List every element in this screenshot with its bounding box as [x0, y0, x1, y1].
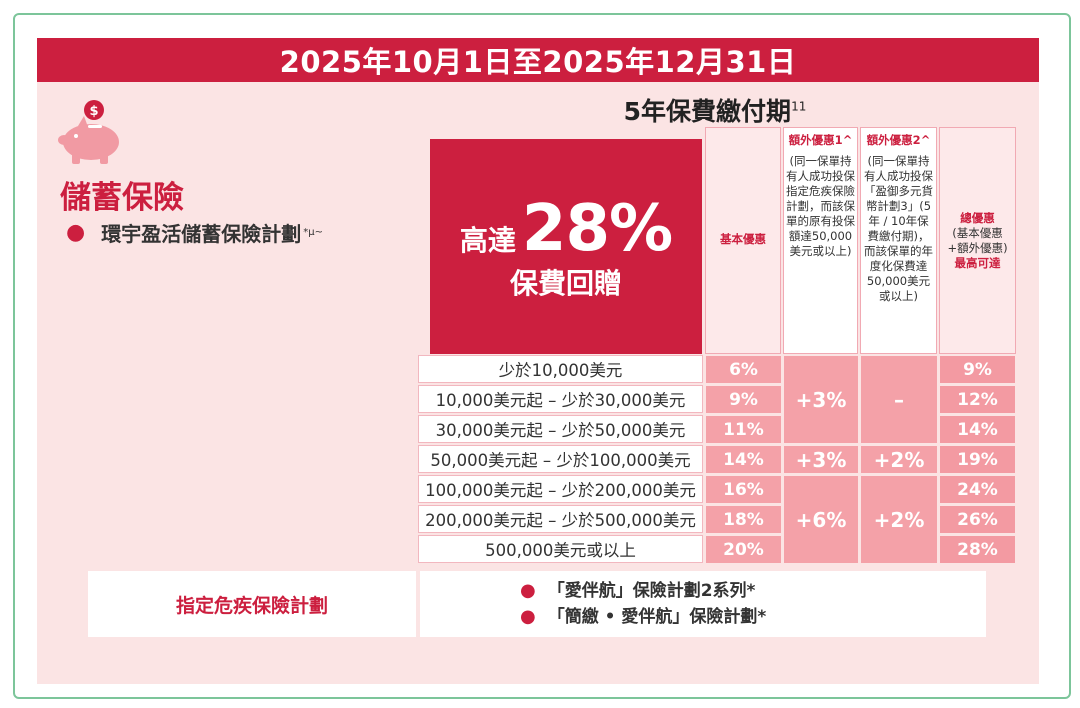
- extra1-rate-cell: +6%: [783, 475, 859, 564]
- plan-footnote: *μ~: [303, 227, 323, 238]
- header-extra1-body: (同一保單持有人成功投保指定危疾保險計劃，而該保單的原有投保額達50,000美元…: [786, 154, 855, 258]
- total-rate-cell: 12%: [939, 385, 1016, 414]
- rebate-highlight: 高達 28% 保費回贈: [430, 139, 702, 354]
- basic-rate-cell: 9%: [705, 385, 782, 414]
- payment-period-text: 5年保費繳付期: [623, 97, 792, 126]
- list-item: ● 「簡繳 • 愛伴航」保險計劃*: [520, 604, 986, 630]
- rebate-label: 保費回贈: [509, 266, 622, 300]
- date-range-banner: 2025年10月1日至2025年12月31日: [37, 38, 1039, 82]
- extra1-rate-cell: +3%: [783, 445, 859, 474]
- total-rate-cell: 26%: [939, 505, 1016, 534]
- extra2-rate-cell: +2%: [860, 475, 938, 564]
- extra1-rate-cell: +3%: [783, 355, 859, 444]
- header-extra1: 額外優惠1^ (同一保單持有人成功投保指定危疾保險計劃，而該保單的原有投保額達5…: [786, 133, 855, 259]
- designated-plan-list: ● 「愛伴航」保險計劃2系列* ● 「簡繳 • 愛伴航」保險計劃*: [420, 571, 986, 637]
- header-extra2: 額外優惠2^ (同一保單持有人成功投保「盈御多元貨幣計劃3」(5年 / 10年保…: [863, 133, 934, 304]
- column-basic: [705, 127, 781, 354]
- bullet-icon: ●: [520, 580, 536, 601]
- date-range-text: 2025年10月1日至2025年12月31日: [279, 45, 797, 79]
- total-rate-cell: 14%: [939, 415, 1016, 444]
- header-total: 總優惠 (基本優惠+額外優惠) 最高可達: [942, 211, 1013, 271]
- header-total-title: 總優惠: [960, 211, 995, 225]
- extra2-rate-cell: +2%: [860, 445, 938, 474]
- header-extra1-title: 額外優惠1: [788, 133, 843, 147]
- header-basic-title: 基本優惠: [720, 232, 766, 246]
- basic-rate-cell: 11%: [705, 415, 782, 444]
- bullet-icon: ●: [520, 606, 536, 627]
- basic-rate-cell: 14%: [705, 445, 782, 474]
- designated-plan-label: 指定危疾保險計劃: [88, 571, 416, 637]
- row-label: 200,000美元起 – 少於500,000美元: [418, 505, 703, 533]
- row-label: 少於10,000美元: [418, 355, 703, 383]
- basic-rate-cell: 20%: [705, 535, 782, 564]
- rebate-prefix: 高達: [459, 223, 516, 257]
- total-rate-cell: 24%: [939, 475, 1016, 504]
- header-total-body: (基本優惠+額外優惠): [947, 226, 1008, 255]
- total-rate-cell: 19%: [939, 445, 1016, 474]
- header-basic: 基本優惠: [707, 232, 779, 247]
- header-extra2-body: (同一保單持有人成功投保「盈御多元貨幣計劃3」(5年 / 10年保費繳付期)，而…: [864, 154, 933, 303]
- header-total-note: 最高可達: [954, 256, 1001, 270]
- row-label: 30,000美元起 – 少於50,000美元: [418, 415, 703, 443]
- basic-rate-cell: 18%: [705, 505, 782, 534]
- designated-plan-name: 「簡繳 • 愛伴航」保險計劃*: [547, 607, 767, 627]
- column-total: [939, 127, 1016, 354]
- header-extra2-title: 額外優惠2: [866, 133, 921, 147]
- basic-rate-cell: 16%: [705, 475, 782, 504]
- extra2-rate-cell: –: [860, 355, 938, 444]
- total-rate-cell: 28%: [939, 535, 1016, 564]
- plan-name: 環宇盈活儲蓄保險計劃: [101, 222, 302, 246]
- category-title: 儲蓄保險: [60, 180, 184, 216]
- row-label: 500,000美元或以上: [418, 535, 703, 563]
- row-label: 50,000美元起 – 少於100,000美元: [418, 445, 703, 473]
- rebate-percent: 28%: [521, 191, 673, 266]
- bullet-icon: ●: [66, 220, 86, 245]
- svg-text:$: $: [89, 104, 98, 119]
- piggy-bank-icon: $: [58, 100, 119, 164]
- row-label: 10,000美元起 – 少於30,000美元: [418, 385, 703, 413]
- designated-plan-label-text: 指定危疾保險計劃: [175, 594, 328, 617]
- total-rate-cell: 9%: [939, 355, 1016, 384]
- header-extra1-mark: ^: [842, 133, 853, 147]
- basic-rate-cell: 6%: [705, 355, 782, 384]
- outer-frame: [13, 13, 1071, 699]
- column-extra1: [783, 127, 858, 354]
- column-extra2: [860, 127, 937, 354]
- payment-period-footnote: 11: [791, 99, 807, 114]
- designated-plan-name: 「愛伴航」保險計劃2系列*: [547, 581, 756, 601]
- header-extra2-mark: ^: [920, 133, 931, 147]
- payment-period-title: 5年保費繳付期11: [590, 92, 840, 128]
- list-item: ● 「愛伴航」保險計劃2系列*: [520, 578, 986, 604]
- row-label: 100,000美元起 – 少於200,000美元: [418, 475, 703, 503]
- plan-item: ● 環宇盈活儲蓄保險計劃 *μ~: [66, 218, 323, 247]
